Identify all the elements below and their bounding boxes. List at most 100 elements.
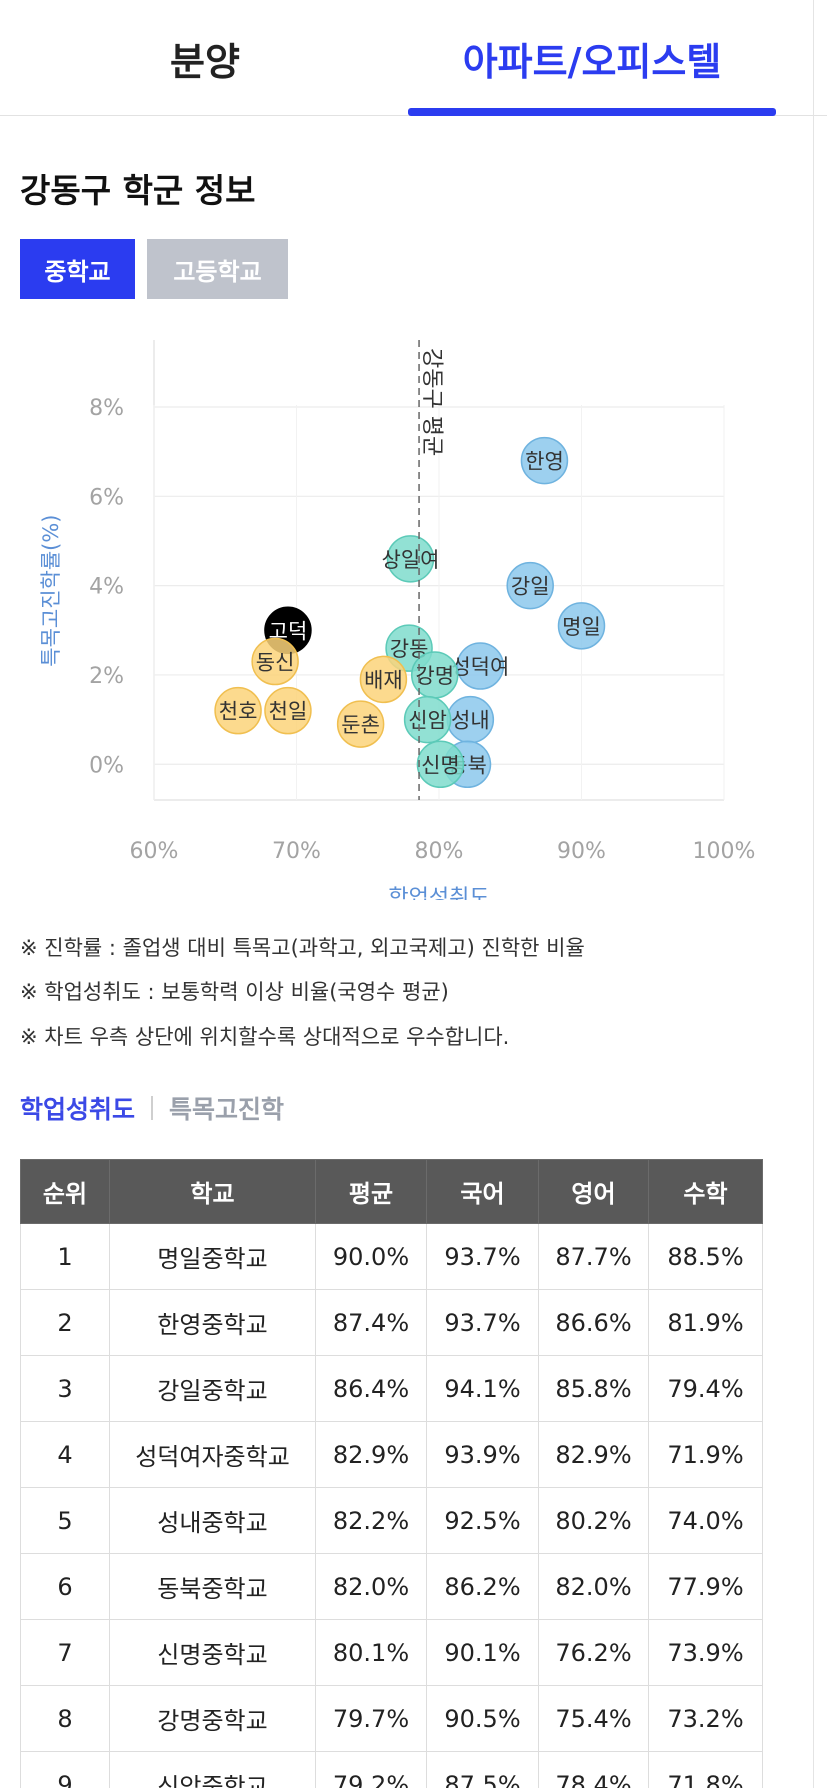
cell-rank: 7	[20, 1619, 110, 1686]
cell-korean: 87.5%	[426, 1751, 539, 1788]
x-tick-label: 90%	[557, 839, 606, 864]
cell-average: 87.4%	[315, 1289, 427, 1356]
table-row: 1 명일중학교 90.0% 93.7% 87.7% 88.5%	[20, 1223, 763, 1290]
cell-english: 87.7%	[538, 1223, 649, 1290]
cell-school: 명일중학교	[109, 1223, 316, 1290]
bubble-신명	[416, 740, 465, 789]
subtab-achievement[interactable]: 학업성취도	[20, 1095, 136, 1124]
y-tick-label: 6%	[89, 485, 124, 510]
cell-math: 88.5%	[648, 1223, 763, 1290]
x-axis-title: 학업성취도	[388, 886, 489, 900]
cell-average: 82.9%	[315, 1421, 427, 1488]
table-row: 2 한영중학교 87.4% 93.7% 86.6% 81.9%	[20, 1289, 763, 1356]
bubble-label: 성덕여	[451, 655, 509, 679]
bubble-천호	[214, 686, 262, 735]
cell-average: 79.7%	[315, 1685, 427, 1752]
cell-math: 71.8%	[648, 1751, 763, 1788]
note-chart-guide: ※ 차트 우측 상단에 위치할수록 상대적으로 우수합니다.	[20, 1025, 510, 1049]
bubble-성덕여	[456, 642, 505, 690]
cell-korean: 93.9%	[426, 1421, 539, 1488]
bubble-label: 강명	[415, 664, 454, 688]
header-average: 평균	[315, 1159, 427, 1224]
cell-rank: 4	[20, 1421, 110, 1488]
cell-school: 강일중학교	[109, 1355, 316, 1422]
cell-average: 90.0%	[315, 1223, 427, 1290]
cell-rank: 5	[20, 1487, 110, 1554]
note-achievement: ※ 학업성취도 : 보통학력 이상 비율(국영수 평균)	[20, 980, 449, 1004]
cell-rank: 1	[20, 1223, 110, 1290]
ranking-subtabs: 학업성취도 특목고진학	[20, 1090, 284, 1126]
cell-rank: 9	[20, 1751, 110, 1788]
cell-english: 82.0%	[538, 1553, 649, 1620]
tab-apartment-officetel[interactable]: 아파트/오피스텔	[462, 39, 722, 84]
bubble-label: 천호	[219, 700, 258, 724]
cell-average: 86.4%	[315, 1355, 427, 1422]
cell-math: 71.9%	[648, 1421, 763, 1488]
cell-math: 74.0%	[648, 1487, 763, 1554]
cell-school: 한영중학교	[109, 1289, 316, 1356]
ranking-table: 순위 학교 평균 국어 영어 수학 1 명일중학교 90.0% 93.7% 87…	[20, 1159, 763, 1788]
cell-english: 86.6%	[538, 1289, 649, 1356]
bubble-천일	[264, 686, 312, 735]
cell-rank: 8	[20, 1685, 110, 1752]
high-school-button[interactable]: 고등학교	[147, 239, 288, 299]
note-advancement-rate: ※ 진학률 : 졸업생 대비 특목고(과학고, 외고국제고) 진학한 비율	[20, 936, 585, 960]
bubble-둔촌	[336, 700, 385, 748]
header-math: 수학	[648, 1159, 763, 1224]
cell-school: 성내중학교	[109, 1487, 316, 1554]
top-tab-bar: 분양 아파트/오피스텔	[0, 0, 827, 116]
cell-korean: 90.5%	[426, 1685, 539, 1752]
x-tick-label: 80%	[415, 839, 464, 864]
cell-math: 73.9%	[648, 1619, 763, 1686]
table-row: 4 성덕여자중학교 82.9% 93.9% 82.9% 71.9%	[20, 1421, 763, 1488]
bubble-label: 천일	[269, 700, 308, 724]
cell-korean: 90.1%	[426, 1619, 539, 1686]
bubble-명일	[557, 602, 606, 650]
cell-school: 강명중학교	[109, 1685, 316, 1752]
x-tick-label: 100%	[693, 839, 756, 864]
header-korean: 국어	[426, 1159, 539, 1224]
cell-korean: 94.1%	[426, 1355, 539, 1422]
table-row: 7 신명중학교 80.1% 90.1% 76.2% 73.9%	[20, 1619, 763, 1686]
bubble-label: 한영	[525, 450, 564, 474]
cell-average: 79.2%	[315, 1751, 427, 1788]
cell-english: 85.8%	[538, 1355, 649, 1422]
y-tick-label: 2%	[89, 664, 124, 689]
cell-english: 75.4%	[538, 1685, 649, 1752]
cell-korean: 92.5%	[426, 1487, 539, 1554]
right-edge-divider	[813, 0, 814, 1788]
table-row: 8 강명중학교 79.7% 90.5% 75.4% 73.2%	[20, 1685, 763, 1752]
active-tab-indicator	[408, 108, 776, 116]
bubble-label: 신명	[421, 753, 460, 777]
table-header-row: 순위 학교 평균 국어 영어 수학	[20, 1159, 763, 1224]
middle-school-button[interactable]: 중학교	[20, 239, 135, 299]
bubble-label: 둔촌	[341, 713, 380, 737]
tab-presale[interactable]: 분양	[170, 39, 240, 84]
bubble-배재	[359, 655, 408, 704]
bubble-label: 강일	[511, 575, 550, 599]
cell-english: 80.2%	[538, 1487, 649, 1554]
cell-math: 81.9%	[648, 1289, 763, 1356]
subtab-special-highschool[interactable]: 특목고진학	[169, 1095, 285, 1124]
table-row: 3 강일중학교 86.4% 94.1% 85.8% 79.4%	[20, 1355, 763, 1422]
cell-rank: 2	[20, 1289, 110, 1356]
y-axis-title: 특목고진학률(%)	[39, 514, 63, 666]
cell-school: 동북중학교	[109, 1553, 316, 1620]
y-tick-label: 8%	[89, 396, 124, 421]
cell-math: 73.2%	[648, 1685, 763, 1752]
x-tick-label: 70%	[272, 839, 321, 864]
cell-korean: 86.2%	[426, 1553, 539, 1620]
subtab-divider	[151, 1096, 154, 1120]
bubble-label: 신암	[408, 709, 447, 733]
cell-rank: 6	[20, 1553, 110, 1620]
cell-average: 82.2%	[315, 1487, 427, 1554]
cell-math: 77.9%	[648, 1553, 763, 1620]
bubble-label: 성내	[451, 709, 490, 733]
cell-english: 76.2%	[538, 1619, 649, 1686]
bubble-label: 상일여	[382, 548, 440, 572]
section-title: 강동구 학군 정보	[20, 171, 256, 210]
cell-rank: 3	[20, 1355, 110, 1422]
bubble-신암	[403, 695, 452, 744]
cell-math: 79.4%	[648, 1355, 763, 1422]
cell-english: 78.4%	[538, 1751, 649, 1788]
